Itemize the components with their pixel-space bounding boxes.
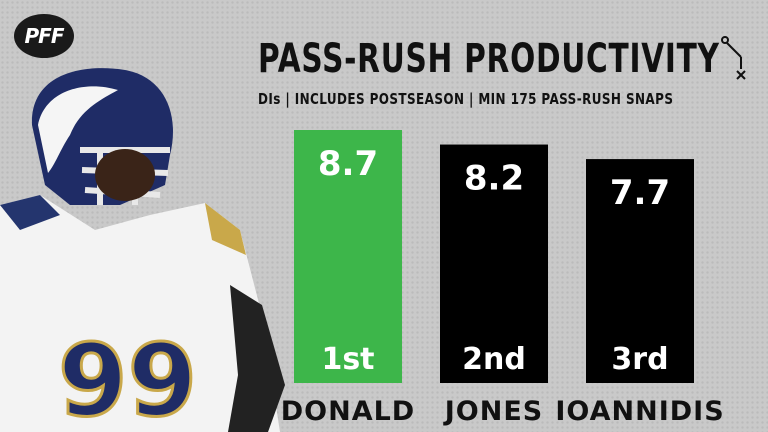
face-shape	[95, 149, 155, 201]
bar-rank-label: 1st	[321, 342, 374, 377]
helmet-horn	[38, 86, 118, 173]
jersey-number: 99	[58, 322, 197, 432]
jersey-shape	[0, 195, 280, 432]
bar-donald	[294, 130, 402, 383]
jersey-trim	[0, 195, 60, 230]
bar-ioannidis	[586, 159, 694, 383]
chart-subtitle: DIs | INCLUDES POSTSEASON | MIN 175 PASS…	[258, 90, 674, 108]
bar-value-label: 7.7	[610, 173, 670, 213]
bar-rank-label: 3rd	[611, 342, 668, 377]
bar-jones	[440, 144, 548, 383]
player-photo: 99	[0, 68, 285, 432]
jersey-trim	[205, 203, 246, 255]
football-play-diagram-icon	[721, 36, 746, 80]
category-label: DONALD	[281, 396, 415, 427]
arm-shape	[228, 285, 285, 432]
bar-value-label: 8.7	[318, 144, 378, 184]
category-label: IOANNIDIS	[555, 396, 724, 427]
bar-rank-label: 2nd	[462, 342, 526, 377]
bar-value-label: 8.2	[464, 159, 524, 199]
pff-logo: PFF	[14, 14, 74, 58]
category-label: JONES	[443, 396, 544, 427]
chart-title: PASS-RUSH PRODUCTIVITY	[258, 36, 720, 82]
